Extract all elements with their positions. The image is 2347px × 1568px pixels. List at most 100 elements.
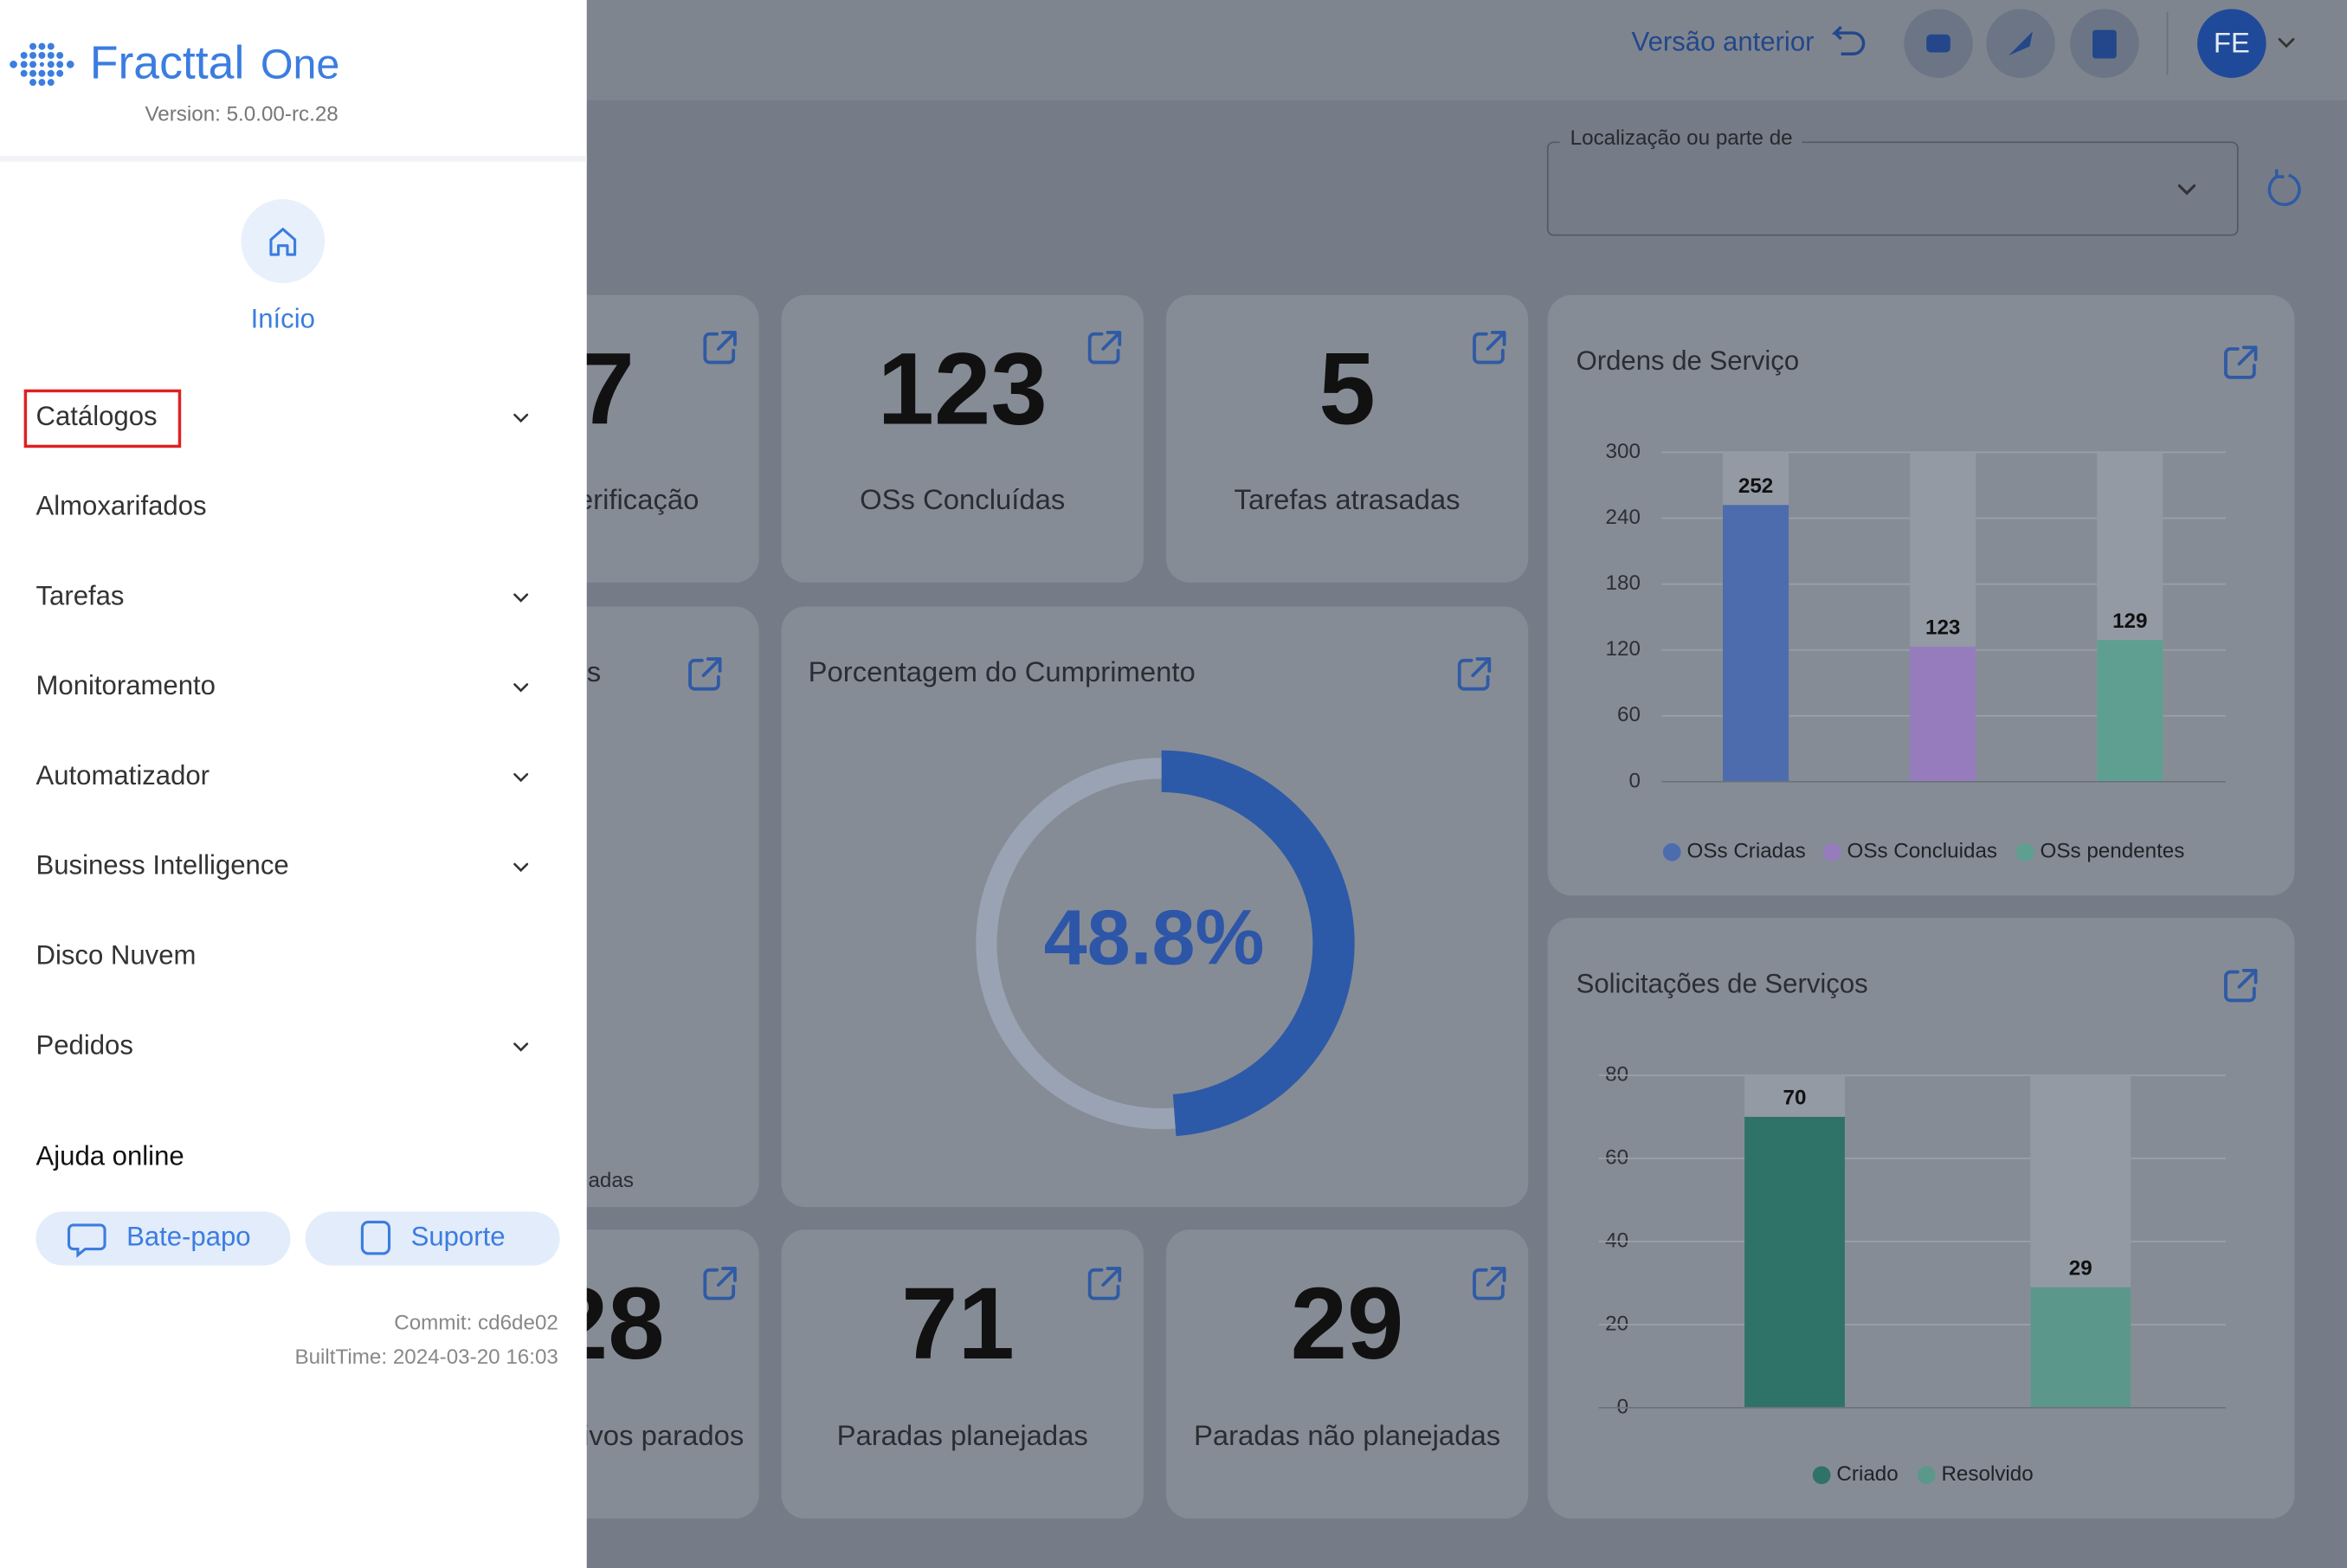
kpi-card[interactable] <box>553 1229 759 1519</box>
docs-icon <box>2092 29 2117 59</box>
y-tick-label: 60 <box>1605 1145 1628 1169</box>
partial-footer: adas <box>588 1169 633 1192</box>
refresh-icon[interactable] <box>2267 169 2301 206</box>
avatar[interactable] <box>2197 9 2266 78</box>
kpi-value: 123 <box>878 332 1048 445</box>
menu-item[interactable]: Disco Nuvem <box>35 939 196 970</box>
kpi-card[interactable] <box>1165 294 1529 583</box>
bar <box>1910 646 1976 782</box>
logo-dot <box>29 69 37 77</box>
back-icon[interactable] <box>1831 25 1866 55</box>
bar <box>2097 640 2163 782</box>
rocket-button[interactable] <box>1986 9 2055 78</box>
y-tick-label: 20 <box>1605 1312 1628 1335</box>
data-label: 123 <box>1925 616 1960 640</box>
previous-version[interactable]: Versão anterior <box>1632 26 1815 56</box>
kpi-label: Paradas não planejadas <box>1194 1419 1500 1451</box>
legend-label: OSs Concluidas <box>1847 840 1998 863</box>
logo-dot <box>38 69 46 77</box>
y-tick-label: 80 <box>1605 1062 1628 1086</box>
chart-card[interactable] <box>1547 918 2295 1519</box>
legend-label: OSs Criadas <box>1687 840 1806 863</box>
y-tick-label: 0 <box>1628 769 1640 792</box>
data-label: 252 <box>1738 474 1773 498</box>
support-button[interactable] <box>305 1211 560 1266</box>
logo-dot <box>47 52 55 59</box>
kpi-value: 29 <box>1291 1267 1404 1380</box>
chart-title: Ordens de Serviço <box>1576 345 1800 376</box>
filter-label-bg <box>1559 128 1802 150</box>
logo-dot <box>39 61 45 67</box>
kpi-label: Tarefas atrasadas <box>1235 483 1460 515</box>
legend-swatch <box>1917 1466 1936 1485</box>
home-icon <box>269 228 297 256</box>
kpi-label: Paradas planejadas <box>837 1419 1088 1451</box>
gauge-arc <box>1161 750 1355 1137</box>
support-label[interactable]: Suporte <box>411 1222 506 1252</box>
data-label: 70 <box>1783 1087 1807 1110</box>
chat-icon <box>67 1223 106 1258</box>
kpi-label: erificação <box>577 483 700 515</box>
logo-dot <box>10 61 17 68</box>
help-title: Ajuda online <box>35 1140 184 1171</box>
y-tick-label: 0 <box>1617 1395 1628 1418</box>
y-tick-label: 40 <box>1605 1229 1628 1252</box>
logo-dot <box>29 61 37 68</box>
logo-dot <box>20 52 28 59</box>
logo-dot <box>66 61 74 68</box>
logo-dot <box>47 69 55 77</box>
menu-item[interactable]: Pedidos <box>35 1029 132 1060</box>
menu-item[interactable]: Monitoramento <box>35 670 215 700</box>
logo-dot <box>20 61 28 68</box>
legend-swatch <box>2015 842 2034 861</box>
kpi-card[interactable] <box>781 294 1144 583</box>
y-tick-label: 300 <box>1606 440 1641 463</box>
home-label[interactable]: Início <box>251 303 315 333</box>
logo-dot <box>47 42 55 50</box>
menu-item[interactable]: Tarefas <box>35 580 124 610</box>
sidebar-shadow <box>0 155 587 162</box>
filter-box[interactable] <box>1546 141 2239 236</box>
y-tick-label: 180 <box>1606 571 1641 595</box>
menu-item[interactable]: Almoxarifados <box>35 491 206 521</box>
legend-swatch <box>1662 842 1681 861</box>
menu-item[interactable]: Automatizador <box>35 760 210 790</box>
y-tick-label: 60 <box>1617 703 1641 726</box>
brand: Fracttal <box>90 36 245 88</box>
gauge-card[interactable] <box>781 606 1529 1208</box>
legend-label: Resolvido <box>1941 1462 2033 1486</box>
kpi-value: 7 <box>578 332 635 445</box>
bar <box>2030 1287 2131 1408</box>
logo-dot <box>29 52 37 59</box>
chat-label[interactable]: Bate-papo <box>126 1222 251 1252</box>
legend-swatch <box>1812 1466 1831 1485</box>
partial-title: s <box>587 655 601 687</box>
kpi-value: 71 <box>901 1267 1015 1380</box>
kpi-card[interactable] <box>553 294 759 583</box>
bar <box>1723 505 1789 782</box>
menu-item[interactable]: Catálogos <box>35 401 157 431</box>
data-label: 29 <box>2069 1256 2092 1280</box>
partial-card[interactable] <box>553 606 759 1208</box>
logo-dot <box>56 52 64 59</box>
kpi-card[interactable] <box>1165 1229 1529 1519</box>
chart-title: Solicitações de Serviços <box>1576 968 1868 998</box>
kpi-value: 5 <box>1319 332 1375 445</box>
build-time: BuiltTime: 2024-03-20 16:03 <box>294 1345 558 1369</box>
logo-dot <box>47 79 55 87</box>
logo <box>10 42 74 87</box>
logo-dot <box>56 69 64 77</box>
logo-dot <box>38 52 46 59</box>
gauge-label: 48.8% <box>1044 894 1265 981</box>
kpi-label: ivos parados <box>583 1419 744 1451</box>
menu-item[interactable]: Business Intelligence <box>35 850 288 881</box>
logo-dot <box>29 42 37 50</box>
logo-dot <box>29 79 37 87</box>
bar <box>1744 1116 1845 1408</box>
home-button[interactable] <box>241 199 326 283</box>
y-tick-label: 240 <box>1606 506 1641 529</box>
avatar-initials: FE <box>2214 27 2250 59</box>
kpi-card[interactable] <box>781 1229 1144 1519</box>
